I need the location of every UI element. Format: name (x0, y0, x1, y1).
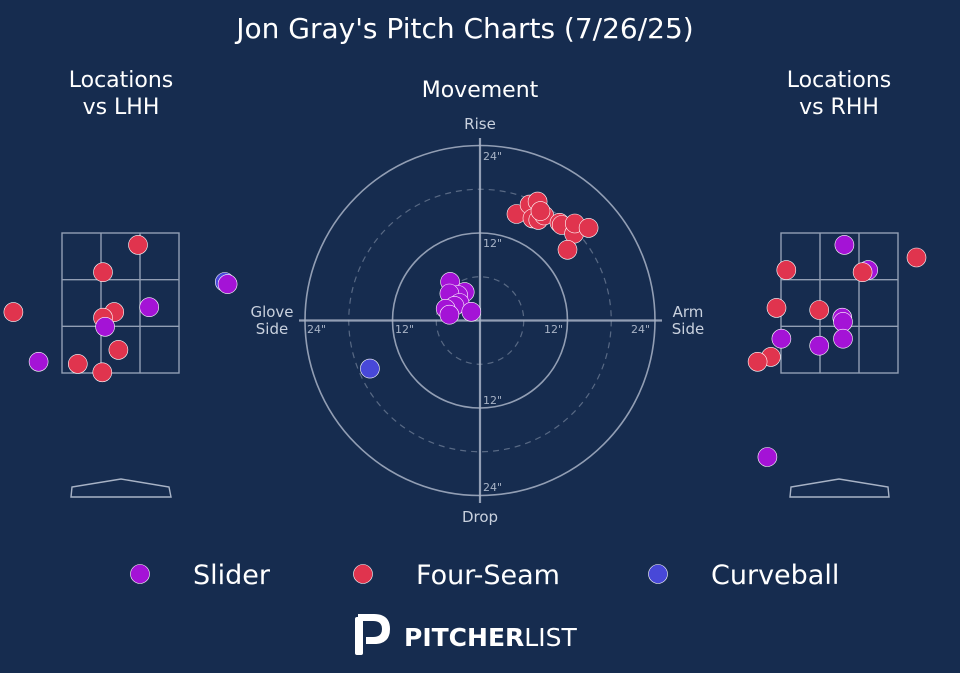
movement-panel-title: Movement (422, 78, 539, 103)
lhh-pitch-point-four-seam-2 (93, 262, 113, 283)
movement-axis-label-arm-line1: Arm (673, 303, 704, 321)
legend-marker-slider (130, 564, 150, 584)
lhh-home-plate (70, 478, 172, 498)
lhh-panel-title-line2: vs LHH (83, 95, 160, 120)
movement-axis-label-glove-line1: Glove (250, 303, 293, 321)
rhh-pitch-point-slider-10 (771, 328, 792, 349)
ring-label-top-outer: 24" (483, 150, 502, 163)
rhh-location-points (747, 235, 927, 467)
ring-label-right-outer: 24" (631, 323, 650, 336)
ring-label-left-inner: 12" (395, 323, 414, 336)
movement-point-four-seam-13 (530, 201, 551, 221)
ring-label-top-inner: 12" (483, 237, 502, 250)
pitcherlist-logo-icon (355, 614, 390, 655)
rhh-pitch-point-slider-12 (809, 335, 830, 356)
rhh-pitch-point-slider-9 (833, 312, 853, 332)
legend-marker-four-seam (353, 564, 373, 584)
rhh-pitch-point-four-seam-6 (766, 298, 787, 318)
movement-grid (299, 138, 662, 503)
movement-axis-label-glove-line2: Side (256, 320, 288, 338)
lhh-pitch-point-slider-4 (217, 274, 238, 294)
lhh-location-points (3, 235, 238, 383)
lhh-panel-title-line1: Locations (69, 68, 174, 93)
legend: Slider Four-Seam Curveball (130, 560, 839, 591)
legend-marker-curveball (648, 564, 668, 584)
movement-point-four-seam-12 (557, 240, 578, 260)
lhh-strike-zone (61, 232, 180, 374)
lhh-pitch-point-four-seam-10 (108, 340, 129, 360)
lhh-pitch-point-four-seam-1 (128, 235, 148, 255)
legend-label-slider: Slider (193, 560, 271, 591)
rhh-pitch-point-slider-15 (757, 447, 778, 467)
brand-wordmark-light: LIST (524, 623, 577, 652)
brand-wordmark-bold: PITCHER (404, 623, 524, 652)
ring-label-right-inner: 12" (544, 323, 563, 336)
movement-axis-label-drop: Drop (462, 508, 498, 526)
rhh-panel-title-line1: Locations (787, 68, 892, 93)
rhh-panel-title-line2: vs RHH (799, 95, 879, 120)
movement-points (360, 191, 599, 379)
lhh-pitch-point-slider-9 (95, 316, 115, 337)
movement-point-slider-22 (439, 304, 460, 325)
lhh-pitch-point-four-seam-13 (92, 362, 113, 383)
movement-point-curveball-23 (360, 358, 380, 379)
lhh-pitch-point-four-seam-5 (3, 302, 24, 322)
movement-point-slider-21 (461, 301, 482, 322)
rhh-pitch-point-four-seam-14 (747, 351, 768, 372)
rhh-pitch-point-four-seam-7 (809, 300, 830, 320)
ring-label-bottom-inner: 12" (483, 394, 502, 407)
brand-wordmark: PITCHERLIST (404, 623, 577, 652)
rhh-home-plate (789, 478, 890, 498)
rhh-pitch-point-four-seam-5 (852, 262, 873, 283)
rhh-pitch-point-four-seam-2 (906, 247, 927, 268)
legend-label-four-seam: Four-Seam (416, 560, 560, 591)
legend-label-curveball: Curveball (711, 560, 839, 591)
movement-axis-label-arm-line2: Side (672, 320, 704, 338)
rhh-pitch-point-four-seam-3 (776, 260, 797, 280)
rhh-pitch-point-slider-11 (833, 328, 853, 349)
lhh-pitch-point-slider-6 (139, 297, 159, 318)
lhh-pitch-point-slider-11 (28, 351, 49, 372)
ring-label-bottom-outer: 24" (483, 481, 502, 494)
rhh-pitch-point-slider-1 (834, 235, 855, 255)
movement-axis-label-rise: Rise (464, 115, 496, 133)
movement-point-four-seam-11 (578, 218, 599, 238)
lhh-pitch-point-four-seam-12 (68, 354, 88, 374)
chart-title: Jon Gray's Pitch Charts (7/26/25) (234, 12, 693, 45)
ring-label-left-outer: 24" (307, 323, 326, 336)
